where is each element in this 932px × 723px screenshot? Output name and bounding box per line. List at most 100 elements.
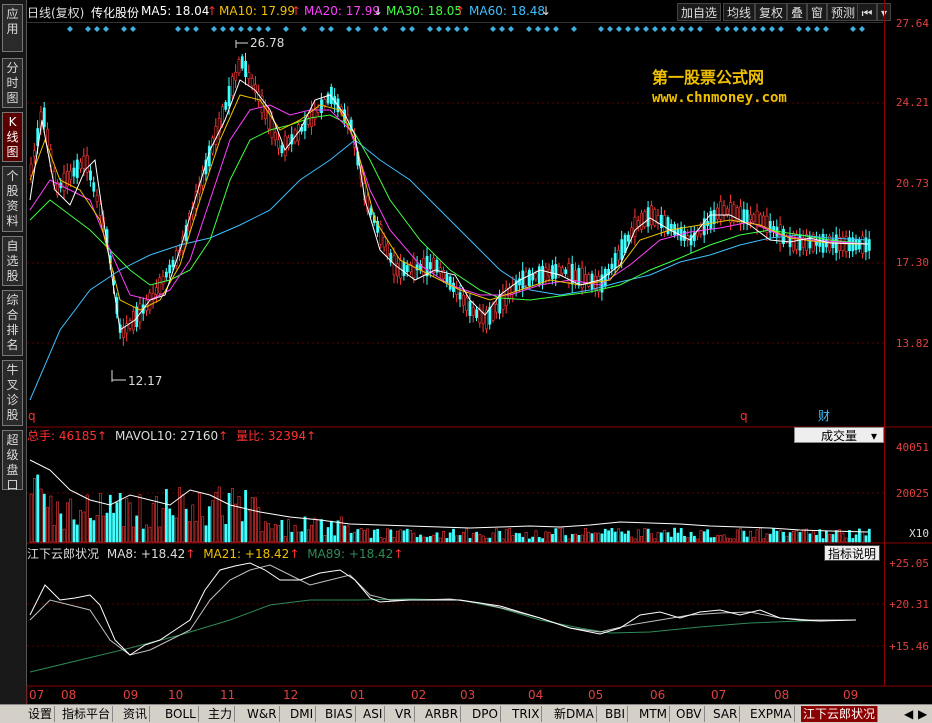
indicator-tab-bar: 设置 指标平台 资讯 BOLL 主力 W&R DMI BIAS ASI VR A… [0,704,932,723]
tab-bias[interactable]: BIAS [323,706,356,722]
scroll-left-icon[interactable]: ◀ [904,707,914,721]
candle-body [287,137,290,148]
volume-bar [422,536,426,543]
volume-bar [79,509,83,543]
sidebar-item-intraday[interactable]: 分时图 [2,58,23,108]
candle-body [551,265,554,280]
volume-header: 总手: 46185↑ MAVOL10: 27160↑ 量比: 32394↑ [27,427,316,443]
tab-main-force[interactable]: 主力 [206,706,236,722]
tab-obv[interactable]: OBV [674,706,705,722]
tab-asi[interactable]: ASI [361,706,386,722]
volume-bar [501,538,505,543]
tab-dmi[interactable]: DMI [288,706,317,722]
sidebar-item-diagnosis[interactable]: 牛叉诊股 [2,360,23,426]
volume-bar [597,532,601,543]
volume-unit: X10 [909,527,929,540]
tab-jiangxia-indicator[interactable]: 江下云郎状况 [801,706,879,722]
candle-body [168,264,172,274]
sidebar-item-profile[interactable]: 个股资料 [2,166,23,232]
candle-body [798,234,802,251]
step-back-icon[interactable]: ⏮ [857,3,877,21]
volume-bar [557,527,561,543]
volume-bar [92,520,96,543]
volume-bar [778,530,782,543]
tab-indicator-platform[interactable]: 指标平台 [60,706,114,722]
indicator-help-button[interactable]: 指标说明 [824,545,881,561]
tab-vr[interactable]: VR [393,706,415,722]
tab-settings[interactable]: 设置 [26,706,56,722]
sidebar-item-apps[interactable]: 应用 [2,4,23,52]
volume-bar [155,496,158,543]
volume-bar [831,534,835,543]
candle-body [554,264,558,279]
tab-new-dma[interactable]: 新DMA [552,706,597,722]
candle-body [557,266,561,275]
candle-body [541,265,545,284]
volume-bar [607,530,611,543]
volume-bar [300,531,304,543]
signal-diamond [247,26,253,32]
volume-bar [620,531,624,543]
volume-bar [128,502,132,543]
volume-bar [310,524,314,543]
candle-body [580,267,584,289]
tab-sar[interactable]: SAR [711,706,741,722]
candle-body [389,252,393,263]
add-watchlist-button[interactable]: 加自选 [677,3,722,21]
event-marker-q[interactable]: q [740,409,748,423]
sidebar-item-kline[interactable]: K线图 [2,112,23,162]
volume-bar [867,528,871,543]
volume-bar [132,526,135,543]
signal-diamond [436,26,442,32]
candle-body [636,220,640,227]
tab-mtm[interactable]: MTM [637,706,671,722]
volume-bar [653,538,657,543]
adjust-button[interactable]: 复权 [755,3,788,21]
scroll-right-icon[interactable]: ▶ [918,707,928,721]
chart-mode[interactable]: 日线(复权) [27,6,85,20]
tab-trix[interactable]: TRIX [510,706,543,722]
volume-indicator-dropdown[interactable]: 成交量 ▾ [794,427,884,443]
candle-body [128,320,132,329]
volume-bar [567,538,571,543]
tab-wr[interactable]: W&R [245,706,280,722]
tab-bbi[interactable]: BBI [603,706,629,722]
signal-diamond [751,26,757,32]
signal-diamond [742,26,748,32]
ma60-down-arrow-icon: ↓ [541,4,552,18]
volume-bar [584,528,587,543]
volume-bar [118,493,122,543]
candle-body [320,99,323,113]
ma-button[interactable]: 均线 [723,3,756,21]
finance-marker[interactable]: 财 [818,409,830,423]
volume-bar [82,511,86,543]
chart-canvas[interactable]: 26.78 12.17 q q 财 [0,0,932,704]
candle-body [494,304,498,313]
tab-dpo[interactable]: DPO [470,706,501,722]
signal-diamond [355,26,361,32]
sidebar-item-ranking[interactable]: 综合排名 [2,290,23,356]
tab-expma[interactable]: EXPMA [748,706,795,722]
candle-body [560,267,564,274]
volume-bar [435,532,439,543]
candle-body [765,215,769,233]
overlay-button[interactable]: 叠 [787,3,808,21]
sidebar-item-watchlist[interactable]: 自选股 [2,236,23,286]
candle-body [834,234,838,253]
candle-body [221,106,224,126]
volume-bar [240,521,244,543]
sidebar-item-level2[interactable]: 超级盘口 [2,430,23,492]
candle-body [458,292,462,300]
volume-bar [448,532,452,543]
tab-arbr[interactable]: ARBR [423,706,462,722]
tab-boll[interactable]: BOLL [163,706,199,722]
indicator-name[interactable]: 江下云郎状况 [27,547,100,561]
volume-bar [580,534,584,543]
tab-news[interactable]: 资讯 [121,706,151,722]
window-button[interactable]: 窗 [807,3,828,21]
candle-body [752,214,756,222]
volume-bar [49,495,53,543]
stock-name: 传化股份 [91,6,140,20]
volume-bar [362,530,366,543]
event-marker-q[interactable]: q [28,409,36,423]
